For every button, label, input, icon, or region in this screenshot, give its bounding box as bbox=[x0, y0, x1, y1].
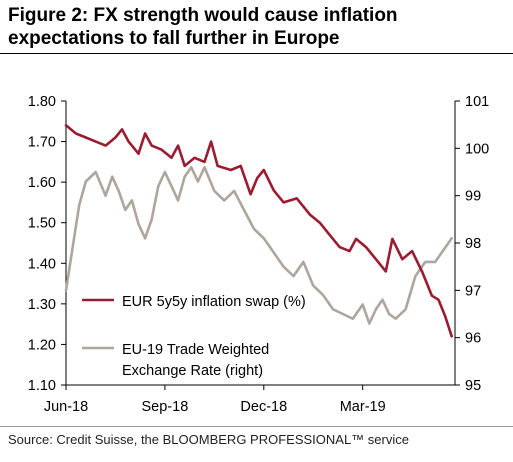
title-rule bbox=[0, 53, 513, 54]
chart-title-line-1: Figure 2: FX strength would cause inflat… bbox=[8, 5, 398, 26]
legend-label-trade-weighted: EU-19 Trade Weighted bbox=[122, 342, 269, 358]
series-line-trade-weighted bbox=[64, 166, 454, 325]
y-left-tick-label: 1.60 bbox=[28, 175, 56, 191]
source-note: Source: Credit Suisse, the BLOOMBERG PRO… bbox=[8, 432, 409, 447]
y-left-tick-label: 1.30 bbox=[28, 297, 56, 313]
chart-title-line-2: expectations to fall further in Europe bbox=[8, 28, 340, 49]
legend-label-trade-weighted-line-2: Exchange Rate (right) bbox=[122, 363, 263, 379]
series-layer bbox=[64, 124, 454, 338]
x-tick-label: Dec-18 bbox=[240, 399, 287, 415]
y-left-tick-label: 1.80 bbox=[28, 94, 56, 110]
y-right-tick-label: 97 bbox=[465, 283, 481, 299]
y-right-tick-label: 96 bbox=[465, 331, 481, 347]
y-left-tick-label: 1.10 bbox=[28, 378, 56, 394]
legend-label-inflation-swap: EUR 5y5y inflation swap (%) bbox=[122, 294, 306, 310]
y-right-tick-label: 101 bbox=[465, 94, 489, 110]
series-line-inflation-swap bbox=[64, 124, 454, 338]
chart-title: Figure 2: FX strength would cause inflat… bbox=[8, 4, 508, 50]
y-left-tick-label: 1.40 bbox=[28, 256, 56, 272]
y-left-tick-label: 1.50 bbox=[28, 216, 56, 232]
y-right-tick-label: 95 bbox=[465, 378, 481, 394]
y-left-tick-label: 1.20 bbox=[28, 337, 56, 353]
y-left-tick-label: 1.70 bbox=[28, 135, 56, 151]
y-right-tick-label: 98 bbox=[465, 236, 481, 252]
y-right-tick-label: 100 bbox=[465, 141, 489, 157]
x-tick-label: Jun-18 bbox=[44, 399, 88, 415]
y-right-tick-label: 99 bbox=[465, 189, 481, 205]
x-tick-label: Sep-18 bbox=[142, 399, 189, 415]
x-tick-label: Mar-19 bbox=[340, 399, 386, 415]
source-rule bbox=[0, 426, 513, 427]
axes: 1.10 1.20 1.30 1.40 1.50 1.60 1.70 1.80 95 96 97 98… bbox=[28, 94, 489, 415]
legend: EUR 5y5y inflation swap (%) EU-19 Trade … bbox=[82, 294, 306, 379]
